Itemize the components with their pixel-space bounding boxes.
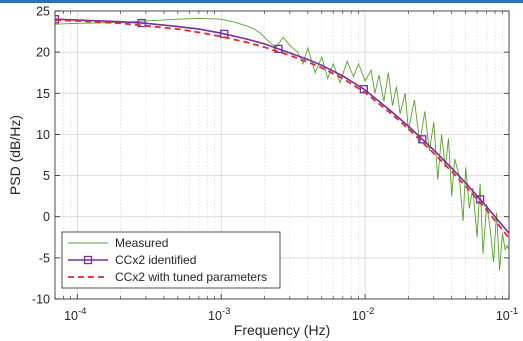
grid-minor	[54, 11, 503, 299]
y-tick-label: -10	[32, 293, 50, 307]
y-tick-label: 0	[43, 210, 50, 224]
y-tick-label: 20	[36, 46, 50, 60]
y-axis-label: PSD (dB/Hz)	[7, 115, 23, 195]
legend-label-series-measured: Measured	[115, 236, 168, 250]
legend-label-series-ccx2-tuned: CCx2 with tuned parameters	[115, 270, 267, 284]
x-tick-base: 10	[208, 309, 222, 323]
x-tick-exponent: -3	[222, 306, 230, 317]
y-tick-label: 15	[36, 87, 50, 101]
x-tick-label: 10-4	[64, 306, 86, 323]
x-axis-label: Frequency (Hz)	[234, 322, 330, 338]
series-ccx2-identified-line	[55, 18, 509, 234]
legend: Measured CCx2 identified CCx2 with tuned p…	[61, 231, 281, 289]
x-axis-ticks: 10-4 10-3 10-2 10-1	[54, 11, 518, 323]
window-top-accent-bar	[0, 0, 523, 3]
plot-frame	[54, 10, 510, 300]
legend-marker	[83, 255, 93, 265]
x-tick-exponent: -1	[510, 306, 518, 317]
series-ccx2-tuned-line	[55, 19, 509, 239]
y-tick-label: 10	[36, 128, 50, 142]
y-tick-label: 25	[36, 5, 50, 19]
series-measured-line	[55, 17, 509, 271]
series-ccx2-identified-marker	[274, 44, 283, 54]
legend-label-series-ccx2-identified: CCx2 identified	[115, 253, 196, 267]
series-layer	[55, 15, 509, 271]
y-tick-label: 5	[43, 169, 50, 183]
series-ccx2-identified-marker	[55, 15, 60, 24]
x-tick-exponent: -2	[366, 306, 374, 317]
y-tick-label: -5	[39, 251, 50, 265]
series-ccx2-identified-marker	[137, 18, 146, 28]
x-tick-label: 10-1	[496, 306, 518, 323]
x-tick-base: 10	[496, 309, 510, 323]
x-tick-base: 10	[352, 309, 366, 323]
x-tick-label: 10-2	[352, 306, 374, 323]
x-tick-label: 10-3	[208, 306, 230, 323]
x-tick-exponent: -4	[78, 306, 86, 317]
y-axis-ticks: -10 -5 0 5 10 15 20 25	[32, 5, 509, 307]
x-tick-base: 10	[64, 309, 78, 323]
